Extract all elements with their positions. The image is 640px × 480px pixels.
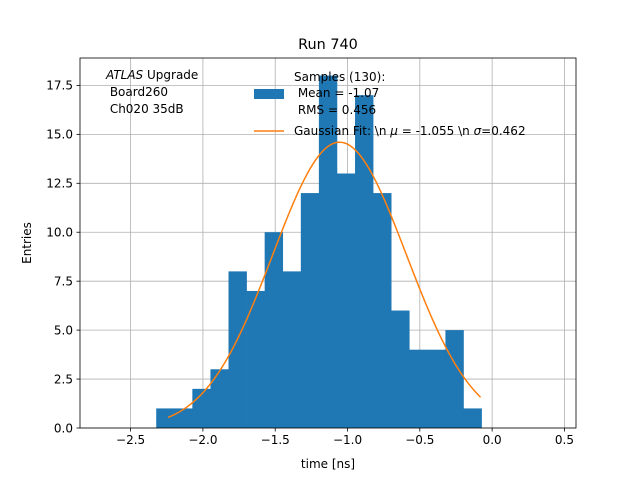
axes-frame (79, 57, 577, 429)
legend-fit-suffix: =0.462 (481, 124, 525, 138)
histogram-bar (445, 330, 464, 428)
x-tick-label: −2.5 (116, 433, 145, 447)
histogram-bar (409, 349, 428, 428)
histogram-bar (318, 75, 338, 428)
x-tick-label: 0.0 (483, 433, 502, 447)
x-tick-label: −2.0 (188, 433, 217, 447)
histogram-bar (156, 408, 175, 428)
annotation-board: Board260 (106, 85, 168, 99)
x-axis-ticks: −2.5 −2.0 −1.5 −1.0 −0.5 0.0 0.5 (116, 428, 574, 447)
annotation-experiment-suffix: Upgrade (143, 68, 198, 82)
y-tick-label: 5.0 (54, 323, 73, 337)
legend: Samples (130): Mean = -1.07 RMS = 0.456 … (254, 70, 526, 138)
histogram-bar (228, 271, 247, 428)
y-axis-ticks: 0.0 2.5 5.0 7.5 10.0 12.5 15.0 17.5 (46, 79, 80, 435)
gaussian-fit-line (167, 141, 482, 419)
y-axis-label: Entries (20, 222, 34, 264)
legend-fit-sigma: σ (474, 124, 482, 138)
legend-fit-mu: μ (389, 124, 398, 138)
histogram-bar (174, 408, 193, 428)
histogram-bar (355, 95, 374, 428)
histogram-bar (300, 193, 320, 428)
chart-title: Run 740 (298, 37, 358, 53)
x-tick-label: −0.5 (405, 433, 434, 447)
annotation-channel: Ch020 35dB (106, 102, 184, 116)
y-tick-label: 10.0 (46, 226, 73, 240)
histogram-bar (210, 369, 229, 428)
histogram-bar (336, 173, 356, 428)
histogram-bar (264, 232, 284, 428)
y-tick-label: 12.5 (46, 177, 73, 191)
y-tick-label: 7.5 (54, 274, 73, 288)
legend-samples-rms: RMS = 0.456 (294, 103, 376, 117)
atlas-annotation: ATLAS Upgrade Board260 Ch020 35dB (105, 68, 198, 116)
annotation-experiment: ATLAS (105, 68, 144, 82)
histogram-bar (463, 408, 482, 428)
legend-fit-label: Gaussian Fit: \n μ = -1.055 \n σ=0.462 (294, 124, 526, 138)
x-tick-label: −1.5 (261, 433, 290, 447)
y-tick-label: 0.0 (54, 421, 73, 435)
y-tick-label: 15.0 (46, 128, 73, 142)
legend-fit-middle: = -1.055 \n (398, 124, 474, 138)
histogram-bar (246, 290, 265, 428)
histogram-bar (373, 193, 392, 428)
x-tick-label: −1.0 (333, 433, 362, 447)
legend-samples-swatch (254, 89, 284, 99)
histogram-bar (282, 271, 302, 428)
histogram-bars (156, 75, 482, 428)
x-tick-label: 0.5 (555, 433, 574, 447)
histogram-bar (427, 349, 446, 428)
legend-samples-mean: Mean = -1.07 (294, 86, 379, 100)
legend-fit-prefix: Gaussian Fit: \n (294, 124, 390, 138)
y-tick-label: 2.5 (54, 372, 73, 386)
histogram-bar (391, 310, 410, 428)
x-axis-label: time [ns] (301, 457, 355, 471)
legend-samples-title: Samples (130): (294, 70, 385, 84)
y-tick-label: 17.5 (46, 79, 73, 93)
svg-text:ATLAS Upgrade: ATLAS Upgrade (105, 68, 198, 82)
